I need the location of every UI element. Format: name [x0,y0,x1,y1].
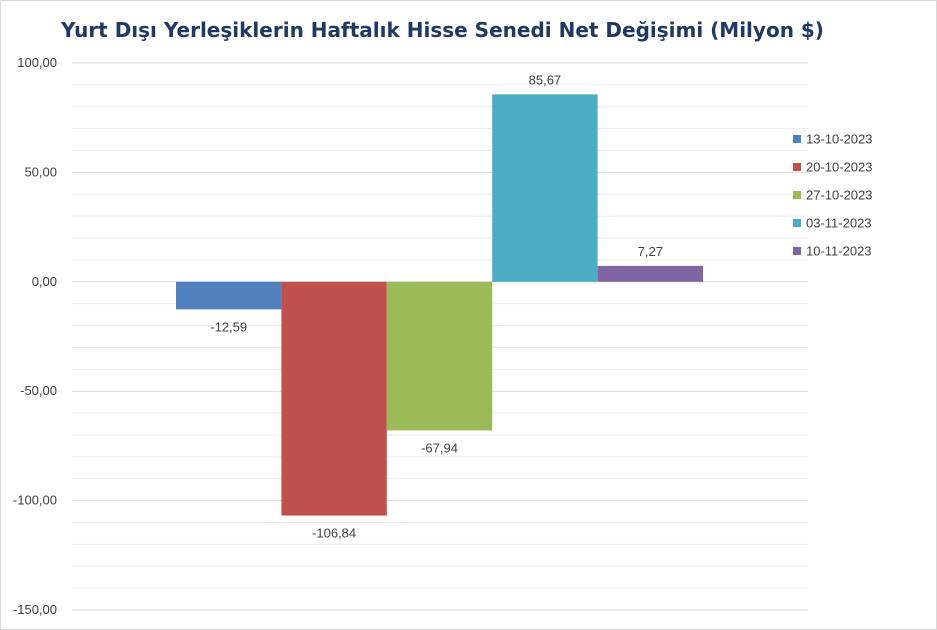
y-tick-label: 100,00 [17,55,57,70]
legend-label: 13-10-2023 [806,132,873,147]
bar-10-11-2023 [597,265,703,282]
legend-swatch [793,191,801,199]
legend-label: 10-11-2023 [806,244,872,259]
legend-swatch [793,247,801,255]
y-axis: 100,00 50,00 0,00 -50,00 -100,00 -150,00 [13,55,57,617]
y-tick-label: 50,00 [24,164,57,179]
legend-swatch [793,163,801,171]
y-tick-label: -100,00 [13,493,57,508]
bars [176,94,703,516]
data-label-27-10-2023: -67,94 [421,440,458,455]
data-label-20-10-2023: -106,84 [312,526,356,541]
bar-13-10-2023 [176,281,282,310]
legend: 13-10-2023 20-10-2023 27-10-2023 03-11-2023… [793,132,873,259]
data-label-03-11-2023: 85,67 [529,72,562,87]
y-tick-label: -150,00 [13,602,57,617]
legend-label: 03-11-2023 [806,216,872,231]
y-tick-label: 0,00 [32,274,57,289]
data-labels: -12,59 -106,84 -67,94 85,67 7,27 [210,72,663,540]
legend-swatch [793,135,801,143]
data-label-13-10-2023: -12,59 [210,319,247,334]
legend-label: 27-10-2023 [806,188,873,203]
bar-27-10-2023 [386,281,493,431]
legend-label: 20-10-2023 [806,160,873,175]
bar-03-11-2023 [492,94,598,282]
data-label-10-11-2023: 7,27 [638,244,663,259]
legend-swatch [793,219,801,227]
y-tick-label: -50,00 [20,383,57,398]
bar-20-10-2023 [281,281,387,516]
chart-title: Yurt Dışı Yerleşiklerin Haftalık Hisse S… [61,18,824,42]
